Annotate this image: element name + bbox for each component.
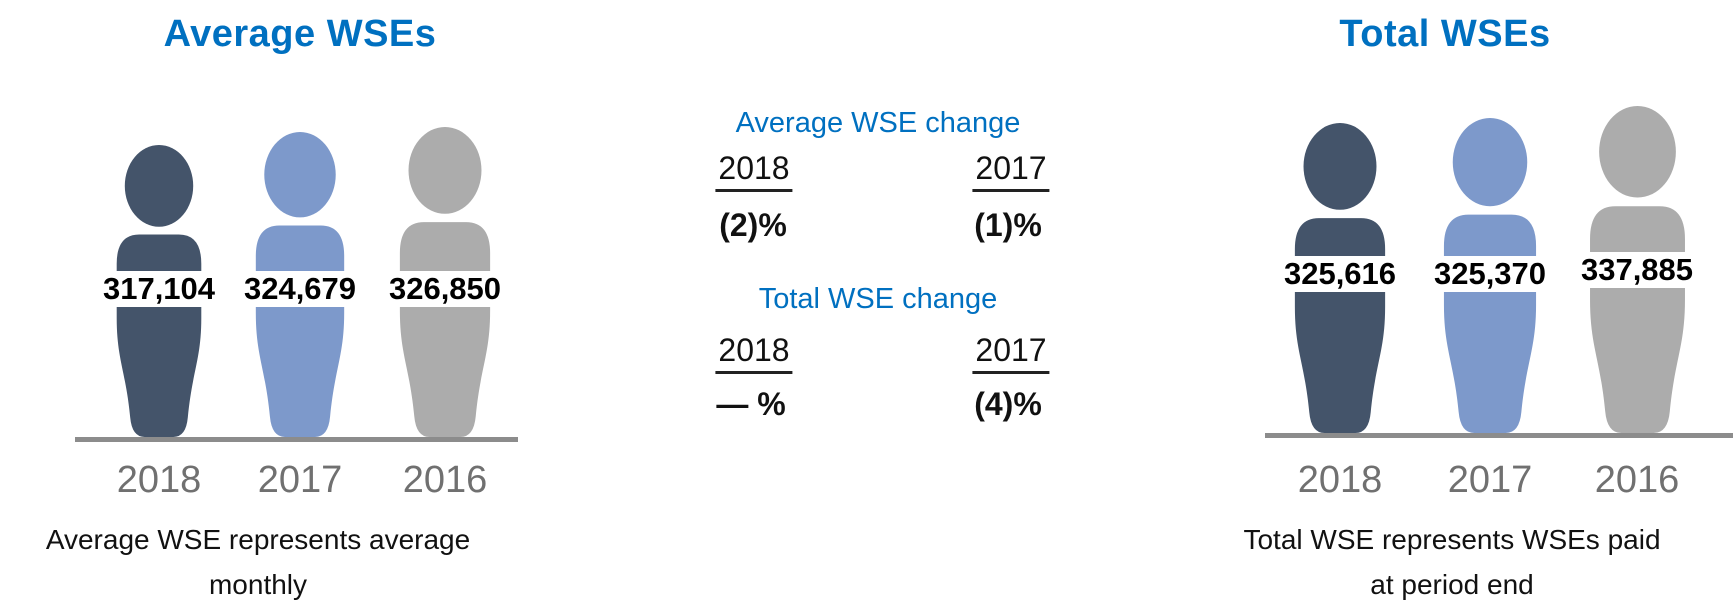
figure-value-label: 317,104 (97, 271, 221, 307)
change-value: (1)% (974, 207, 1042, 243)
figure-value-label: 337,885 (1575, 252, 1699, 288)
figure-value-label: 325,616 (1278, 256, 1402, 292)
change-year-header: 2018 (715, 333, 793, 374)
year-label: 2017 (1447, 459, 1533, 501)
total-wses-caption: Total WSE represents WSEs paid at period… (1232, 517, 1672, 603)
figure-value-label: 325,370 (1428, 256, 1552, 292)
caption-line: at period end (1370, 569, 1534, 600)
year-label: 2018 (116, 459, 202, 501)
year-label: 2017 (257, 459, 343, 501)
total-wse-change-header: Total WSE change (758, 283, 998, 315)
figure-value-label: 324,679 (238, 271, 362, 307)
average-wses-title: Average WSEs (163, 13, 437, 55)
average-wse-change-header: Average WSE change (735, 107, 1021, 139)
year-label: 2018 (1297, 459, 1383, 501)
figure-value-label: 326,850 (383, 271, 507, 307)
average-wses-caption: Average WSE represents average monthly W… (8, 517, 508, 603)
axis-baseline (1265, 433, 1733, 438)
change-year-header: 2017 (972, 333, 1050, 374)
change-value: (2)% (719, 207, 787, 243)
year-label: 2016 (402, 459, 488, 501)
change-value: — % (716, 386, 786, 422)
caption-line: Average WSE represents average monthly (45, 524, 471, 600)
axis-baseline (75, 437, 518, 442)
year-label: 2016 (1594, 459, 1680, 501)
change-value: (4)% (974, 386, 1042, 422)
caption-line: Total WSE represents WSEs paid (1243, 524, 1661, 555)
change-year-header: 2017 (972, 151, 1050, 192)
total-wses-title: Total WSEs (1339, 13, 1551, 55)
change-year-header: 2018 (715, 151, 793, 192)
